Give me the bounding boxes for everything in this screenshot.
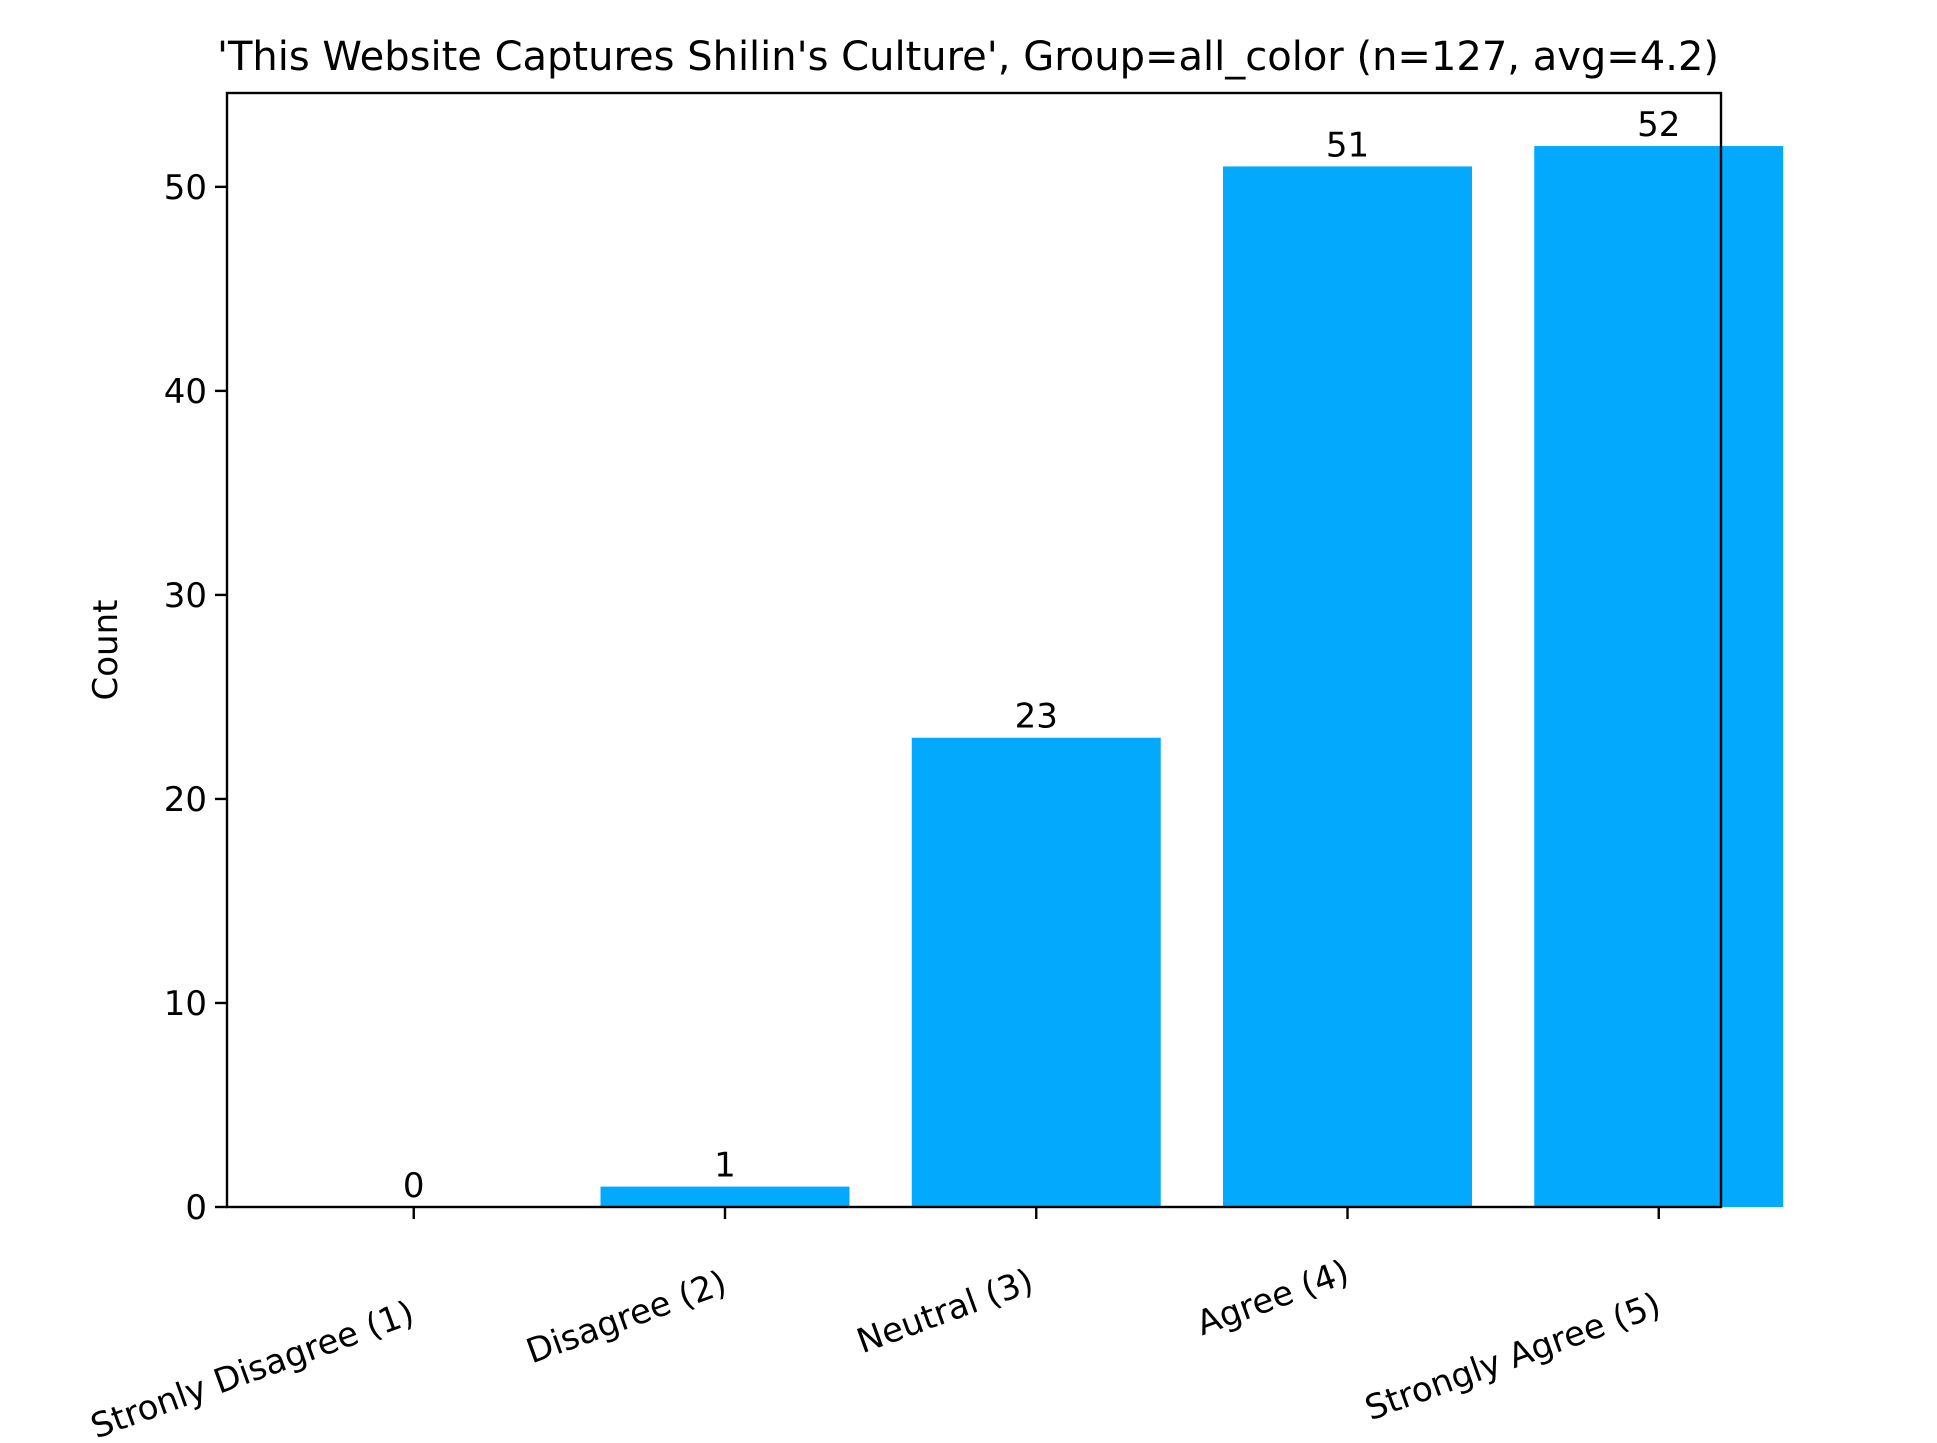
bar-3 <box>911 737 1161 1207</box>
value-label-2: 1 <box>714 1146 736 1186</box>
value-labels: 0 1 23 51 52 <box>403 105 1680 1206</box>
value-label-1: 0 <box>403 1166 425 1206</box>
y-axis-label: Count <box>86 600 126 701</box>
x-tick-label-5: Strongly Agree (5) <box>1360 1285 1666 1429</box>
x-tick-label-2: Disagree (2) <box>521 1263 732 1372</box>
value-label-3: 23 <box>1015 697 1058 737</box>
y-tick-label-2: 20 <box>164 780 207 820</box>
bar-4 <box>1223 166 1472 1207</box>
y-tick-label-3: 30 <box>164 576 207 616</box>
bars-layer <box>600 146 1784 1208</box>
bar-2 <box>600 1186 850 1207</box>
axes-frame <box>225 91 1723 1209</box>
x-tick-label-4: Agree (4) <box>1191 1252 1354 1344</box>
y-tick-label-1: 10 <box>164 984 207 1024</box>
bar-5 <box>1534 146 1784 1208</box>
chart-title: 'This Website Captures Shilin's Culture'… <box>217 34 1719 80</box>
y-tick-label-5: 50 <box>164 168 207 208</box>
y-tick-label-4: 40 <box>164 372 207 412</box>
value-label-4: 51 <box>1326 125 1369 165</box>
x-axis: Stronly Disagree (1) Disagree (2) Neutral … <box>86 1207 1666 1443</box>
y-tick-label-0: 0 <box>185 1188 207 1228</box>
x-tick-label-1: Stronly Disagree (1) <box>86 1293 420 1443</box>
x-tick-label-3: Neutral (3) <box>852 1261 1039 1362</box>
y-axis: 0 10 20 30 40 50 <box>164 168 227 1228</box>
value-label-5: 52 <box>1637 105 1680 145</box>
